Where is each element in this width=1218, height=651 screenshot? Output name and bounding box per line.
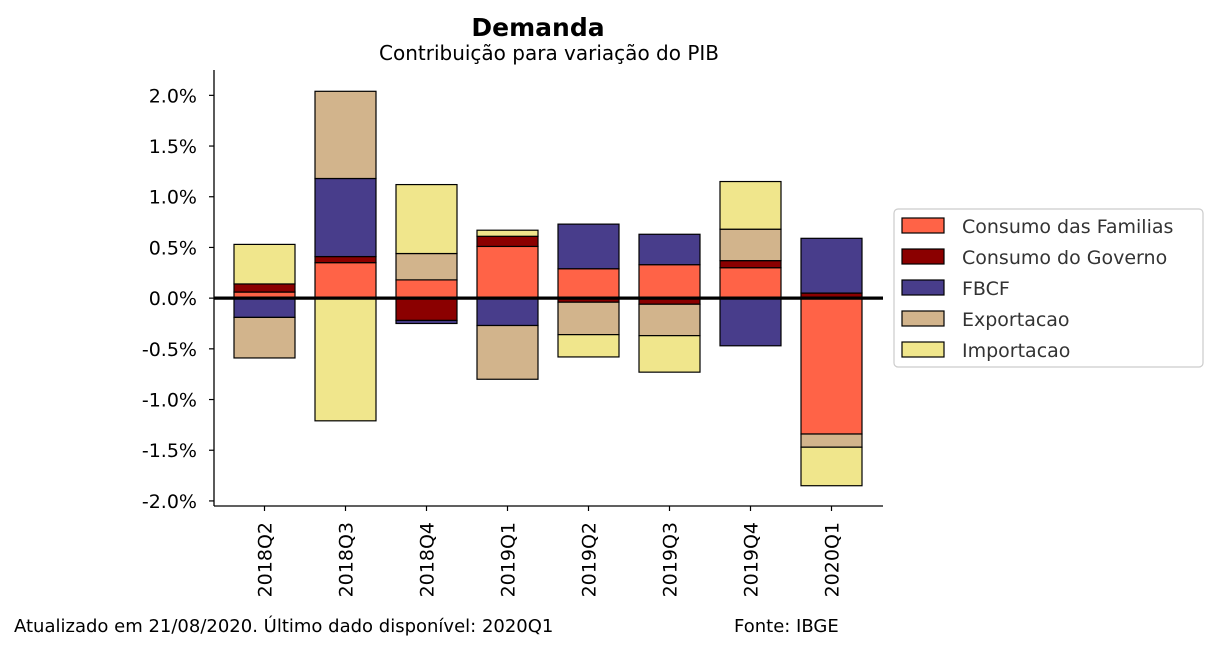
y-tick-label: -2.0% xyxy=(142,491,197,513)
x-tick-label: 2018Q3 xyxy=(336,522,358,597)
legend-label: Consumo das Familias xyxy=(962,216,1173,238)
footer-source: Fonte: IBGE xyxy=(734,616,839,637)
bar-2018Q4-3 xyxy=(395,252,458,281)
y-tick-label: 1.0% xyxy=(149,187,197,209)
x-tick-label: 2019Q1 xyxy=(498,522,520,597)
bar-2019Q2-0 xyxy=(557,268,620,299)
bar-2019Q4-0 xyxy=(719,267,782,299)
bar-2019Q1-1 xyxy=(476,235,539,248)
y-tick-label: 0.5% xyxy=(149,237,197,259)
bar-2020Q1-0 xyxy=(800,297,863,435)
legend-box xyxy=(893,208,1204,368)
bar-2018Q3-0 xyxy=(314,262,377,299)
bar-2019Q1-4 xyxy=(476,229,539,237)
legend-label: Importacao xyxy=(962,340,1070,362)
bar-2019Q4-4 xyxy=(719,180,782,230)
y-tick-label: 1.5% xyxy=(149,136,197,158)
bar-2018Q4-4 xyxy=(395,183,458,255)
x-tick-label: 2018Q2 xyxy=(255,522,277,597)
bar-2019Q4-1 xyxy=(719,260,782,269)
bar-2018Q3-3 xyxy=(314,90,377,180)
bar-2018Q4-1 xyxy=(395,297,458,322)
bar-2019Q1-2 xyxy=(476,297,539,327)
bar-2019Q3-2 xyxy=(638,233,701,266)
bar-2018Q3-2 xyxy=(314,177,377,258)
bar-2019Q2-3 xyxy=(557,301,620,336)
legend-swatch xyxy=(901,310,945,327)
x-tick-label: 2019Q3 xyxy=(660,522,682,597)
bar-2019Q3-0 xyxy=(638,264,701,299)
bar-2020Q1-4 xyxy=(800,446,863,487)
bar-2018Q2-4 xyxy=(233,243,296,285)
legend-label: Consumo do Governo xyxy=(962,247,1167,269)
bar-2018Q3-4 xyxy=(314,297,377,422)
legend-swatch xyxy=(901,279,945,296)
x-tick-label: 2018Q4 xyxy=(417,522,439,597)
axes-group: 2.0% 1.5% 1.0% 0.5% 0.0% -0.5% -1.0% -1.5% -2.0%… xyxy=(142,70,883,597)
legend-swatch xyxy=(901,248,945,265)
chart-title: Demanda xyxy=(471,13,604,42)
bar-2018Q4-0 xyxy=(395,279,458,299)
chart-subtitle: Contribuição para variação do PIB xyxy=(379,41,719,65)
bar-2018Q2-3 xyxy=(233,316,296,359)
legend-swatch xyxy=(901,217,945,234)
bar-2019Q4-3 xyxy=(719,228,782,262)
y-tick-label: 2.0% xyxy=(149,85,197,107)
bar-2018Q3-1 xyxy=(314,255,377,264)
x-tick-label: 2020Q1 xyxy=(822,522,844,597)
bar-2018Q4-2 xyxy=(395,319,458,325)
legend: Consumo das Familias Consumo do Governo FB… xyxy=(893,208,1204,368)
bar-2018Q2-1 xyxy=(233,283,296,293)
footer-updated: Atualizado em 21/08/2020. Último dado di… xyxy=(14,616,554,637)
bars-group xyxy=(233,90,863,487)
bar-2019Q3-4 xyxy=(638,335,701,373)
legend-label: FBCF xyxy=(962,278,1010,300)
bar-2019Q1-3 xyxy=(476,324,539,380)
legend-label: Exportacao xyxy=(962,309,1070,331)
bar-2019Q2-2 xyxy=(557,223,620,270)
y-tick-label: -0.5% xyxy=(142,339,197,361)
bar-2020Q1-3 xyxy=(800,433,863,448)
bar-2018Q2-2 xyxy=(233,297,296,319)
bar-2019Q1-0 xyxy=(476,245,539,299)
y-tick-label: -1.5% xyxy=(142,440,197,462)
legend-swatch xyxy=(901,341,945,358)
y-tick-label: 0.0% xyxy=(149,288,197,310)
y-tick-label: -1.0% xyxy=(142,390,197,412)
bar-2019Q2-4 xyxy=(557,334,620,358)
bar-2019Q3-3 xyxy=(638,303,701,337)
bar-2020Q1-2 xyxy=(800,237,863,294)
bar-2019Q4-2 xyxy=(719,297,782,347)
x-tick-label: 2019Q4 xyxy=(741,522,763,597)
x-tick-label: 2019Q2 xyxy=(579,522,601,597)
